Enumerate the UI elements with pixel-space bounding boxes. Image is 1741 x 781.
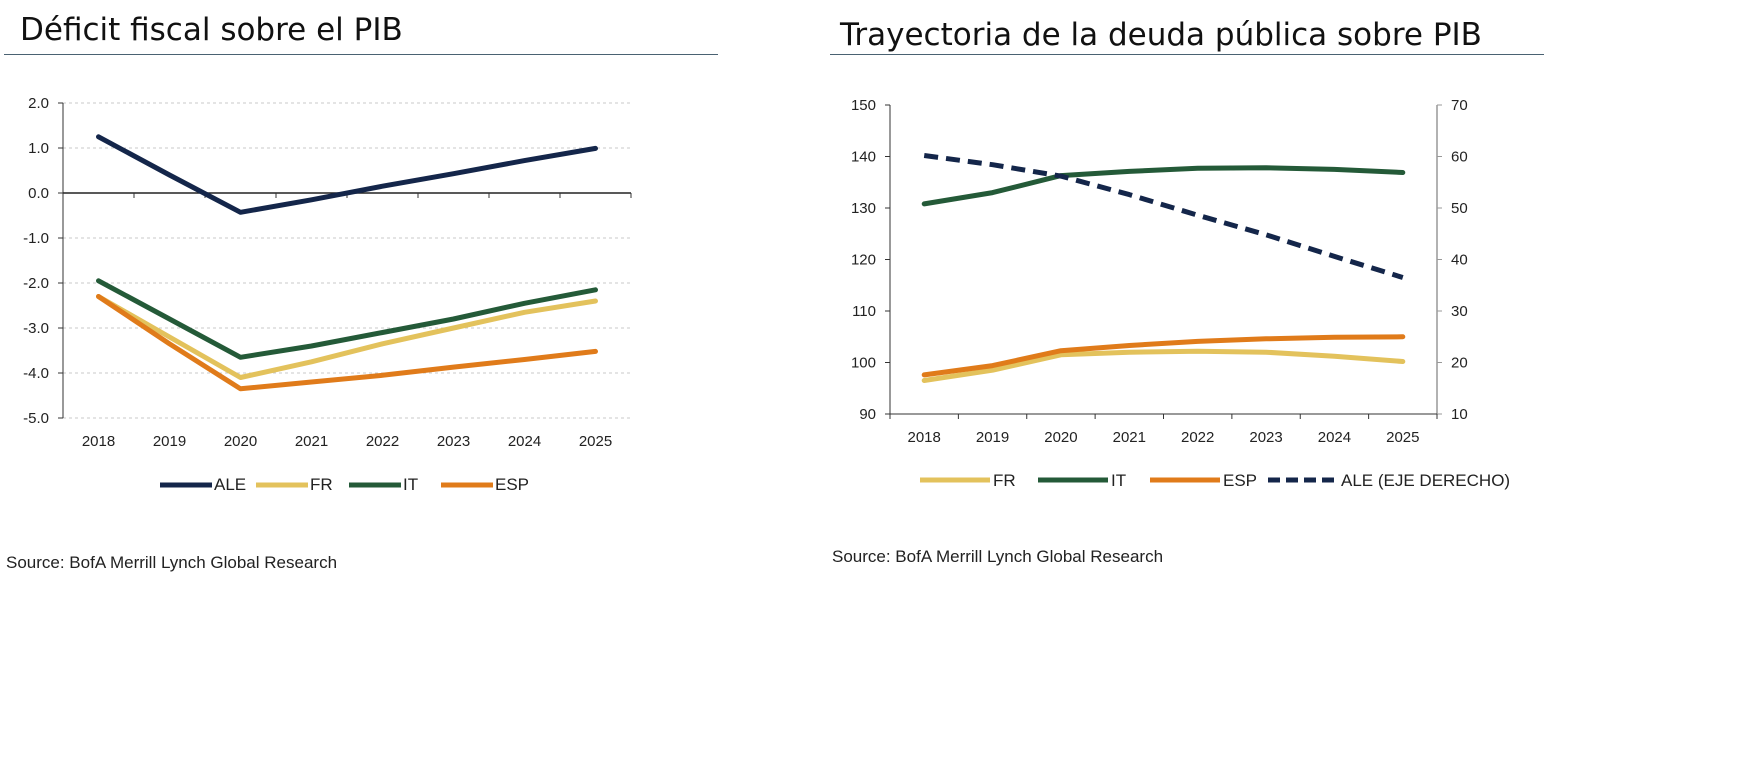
y-tick-label: 120 xyxy=(851,252,876,269)
series-line-fr xyxy=(921,348,1406,383)
legend-label: IT xyxy=(403,475,418,494)
y-tick-label: -2.0 xyxy=(23,275,49,292)
series-line-it xyxy=(96,278,598,360)
series-line-esp xyxy=(96,294,598,392)
legend-label: FR xyxy=(310,475,333,494)
source-note: Source: BofA Merrill Lynch Global Resear… xyxy=(832,547,1164,566)
x-tick-label: 2023 xyxy=(437,433,470,450)
y-tick-label: 90 xyxy=(859,406,876,423)
title-rule xyxy=(4,54,718,55)
x-tick-label: 2018 xyxy=(908,429,941,446)
legend-label: ESP xyxy=(495,475,529,494)
x-tick-label: 2018 xyxy=(82,433,115,450)
series-line-it xyxy=(921,165,1406,207)
y2-tick-label: 70 xyxy=(1451,97,1468,114)
y-tick-label: -1.0 xyxy=(23,230,49,247)
x-tick-label: 2019 xyxy=(153,433,186,450)
series-line-esp xyxy=(921,334,1406,378)
y2-tick-label: 30 xyxy=(1451,303,1468,320)
y-tick-label: 140 xyxy=(851,149,876,166)
y-tick-label: 110 xyxy=(852,303,876,320)
y2-tick-label: 60 xyxy=(1451,149,1468,166)
y2-tick-label: 50 xyxy=(1451,200,1468,217)
x-tick-label: 2025 xyxy=(1386,429,1419,446)
chart-title: Trayectoria de la deuda pública sobre PI… xyxy=(840,17,1482,53)
legend-label: ALE (EJE DERECHO) xyxy=(1341,471,1510,490)
x-tick-label: 2025 xyxy=(579,433,612,450)
legend-label: ALE xyxy=(214,475,246,494)
x-tick-label: 2022 xyxy=(366,433,399,450)
x-tick-label: 2020 xyxy=(1044,429,1077,446)
y2-tick-label: 40 xyxy=(1451,252,1468,269)
x-tick-label: 2021 xyxy=(295,433,328,450)
source-note: Source: BofA Merrill Lynch Global Resear… xyxy=(6,553,338,572)
x-tick-label: 2024 xyxy=(508,433,541,450)
series-line-ale xyxy=(96,134,598,215)
y-tick-label: 0.0 xyxy=(28,185,49,202)
public-debt-chart: 150 140 130 120 110 100 90 70 60 50 40 30 20 10 2018 20… xyxy=(851,97,1510,490)
legend-label: IT xyxy=(1111,471,1126,490)
title-rule xyxy=(830,54,1544,55)
legend-label: ESP xyxy=(1223,471,1257,490)
y-tick-label: 1.0 xyxy=(28,140,49,157)
x-tick-label: 2023 xyxy=(1249,429,1282,446)
y-tick-label: -3.0 xyxy=(23,320,49,337)
y-tick-label: 150 xyxy=(851,97,876,114)
series-line-fr xyxy=(96,294,598,380)
y2-tick-label: 20 xyxy=(1451,355,1468,372)
x-tick-label: 2024 xyxy=(1318,429,1351,446)
y-tick-label: 2.0 xyxy=(28,95,49,112)
y-tick-label: 100 xyxy=(851,355,876,372)
series-line-ale-eje-derecho xyxy=(923,153,1404,280)
panel-fiscal-deficit: Déficit fiscal sobre el PIB 2.0 1.0 0.0 -1.… xyxy=(0,0,810,781)
legend-label: FR xyxy=(993,471,1016,490)
y-tick-label: -5.0 xyxy=(23,410,49,427)
x-tick-label: 2021 xyxy=(1113,429,1146,446)
x-tick-label: 2022 xyxy=(1181,429,1214,446)
fiscal-deficit-chart: 2.0 1.0 0.0 -1.0 -2.0 -3.0 -4.0 -5.0 2018 2019 202… xyxy=(23,95,632,494)
y-tick-label: -4.0 xyxy=(23,365,49,382)
x-tick-label: 2020 xyxy=(224,433,257,450)
chart-title: Déficit fiscal sobre el PIB xyxy=(20,12,403,48)
y-tick-label: 130 xyxy=(851,200,876,217)
y2-tick-label: 10 xyxy=(1451,406,1468,423)
x-tick-label: 2019 xyxy=(976,429,1009,446)
panel-public-debt: Trayectoria de la deuda pública sobre PI… xyxy=(830,0,1741,781)
